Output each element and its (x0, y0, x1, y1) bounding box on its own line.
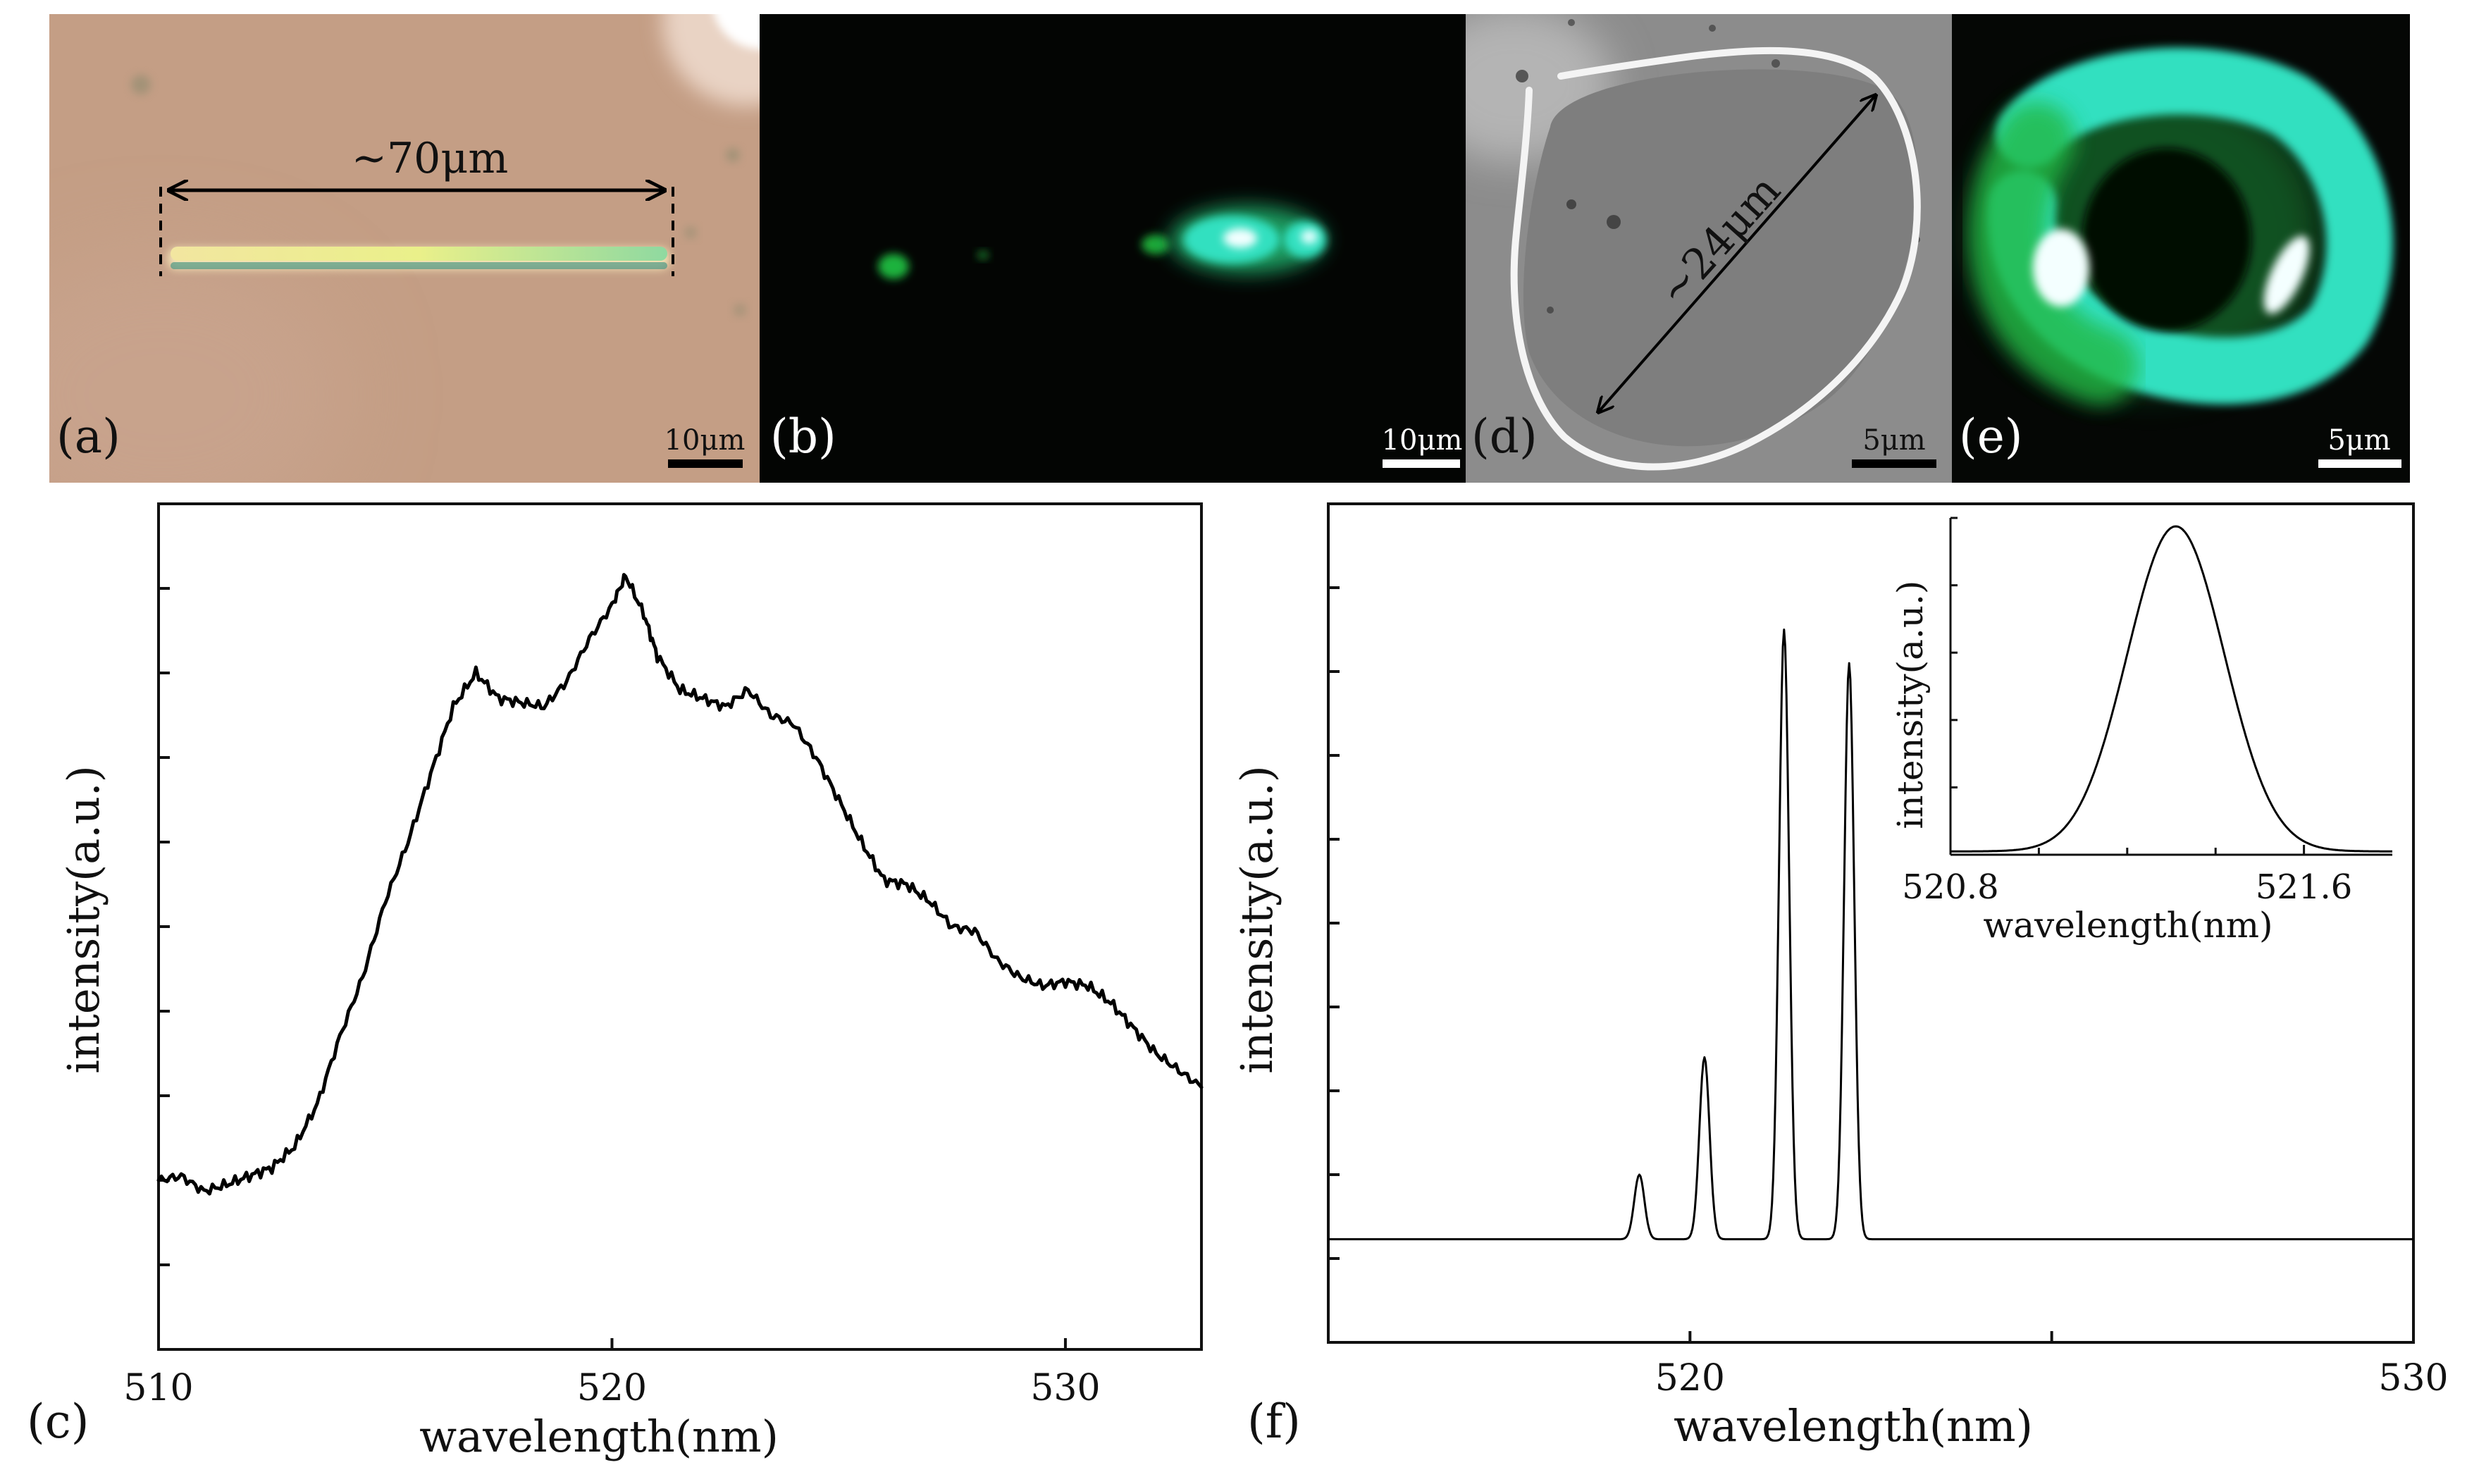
scalebar-label-b: 10μm (1382, 424, 1463, 457)
chart-c-axes (157, 502, 1203, 1351)
chart-c-xtick-label-0: 510 (123, 1367, 193, 1409)
scalebar-a (668, 459, 743, 468)
panel-b: (b) 10μm (760, 14, 1466, 483)
chart-f-xtick-label-3: 530 (2378, 1357, 2448, 1399)
micrograph-e (1952, 14, 2410, 483)
panel-label-b: (b) (770, 409, 836, 464)
chart-c-ylabel: intensity(a.u.) (58, 765, 109, 1074)
chart-f-inset: 520.8 521.6 intensity(a.u.) wavelength(nm… (1890, 517, 2395, 946)
panel-label-d: (d) (1471, 409, 1538, 464)
inset-xtick-label-1: 521.6 (2256, 867, 2352, 907)
chart-f-axes (1327, 502, 2415, 1344)
scalebar-label-d: 5μm (1862, 424, 1925, 457)
panel-e: (e) 5μm (1952, 14, 2410, 483)
chart-f-ylabel: intensity(a.u.) (1231, 765, 1282, 1074)
panel-label-c: (c) (27, 1395, 89, 1449)
chart-c-xtick-labels: 510 520 530 (123, 1367, 1100, 1409)
scalebar-e (2318, 459, 2401, 468)
panel-label-a: (a) (56, 409, 120, 464)
inset-xtick-labels: 520.8 521.6 (1902, 867, 2352, 907)
inset-xlabel: wavelength(nm) (1983, 905, 2273, 946)
diameter-arrow (1598, 95, 1876, 412)
micrograph-b (760, 14, 1466, 483)
panel-label-e: (e) (1959, 409, 2023, 464)
length-annotation: ~70μm (352, 134, 509, 183)
chart-f-xtick-label-1: 520 (1655, 1357, 1725, 1399)
chart-c-xtick-label-2: 530 (1030, 1367, 1100, 1409)
inset-peak-line (1950, 525, 2392, 853)
chart-c-xtick-label-1: 520 (577, 1367, 647, 1409)
chart-f-xtick-labels: 520 530 (1655, 1357, 2449, 1399)
chart-c-spectrum-line (156, 573, 1204, 1196)
inset-axes (1949, 517, 2392, 856)
panel-d: ~24μm (d) 5μm (1466, 14, 1952, 483)
chart-f-xlabel: wavelength(nm) (1674, 1400, 2033, 1452)
inset-xtick-label-0: 520.8 (1902, 867, 1998, 907)
chart-c: 510 520 530 intensity(a.u.) wavelength(nm)… (27, 502, 1204, 1462)
chart-c-frame (157, 502, 1203, 1351)
scalebar-d (1852, 459, 1936, 468)
inset-ylabel: intensity(a.u.) (1890, 581, 1931, 829)
micrograph-a (49, 14, 760, 483)
chart-f: 520 530 intensity(a.u.) wavelength(nm) (f… (1231, 502, 2449, 1452)
chart-c-xlabel: wavelength(nm) (419, 1411, 779, 1462)
scalebar-label-a: 10μm (664, 424, 746, 457)
panel-label-f: (f) (1247, 1395, 1301, 1449)
chart-f-spectrum-line (1328, 629, 2413, 1241)
scalebar-label-e: 5μm (2327, 424, 2390, 457)
panel-a: ~70μm (a) 10μm (49, 14, 760, 483)
scalebar-b (1383, 459, 1460, 468)
